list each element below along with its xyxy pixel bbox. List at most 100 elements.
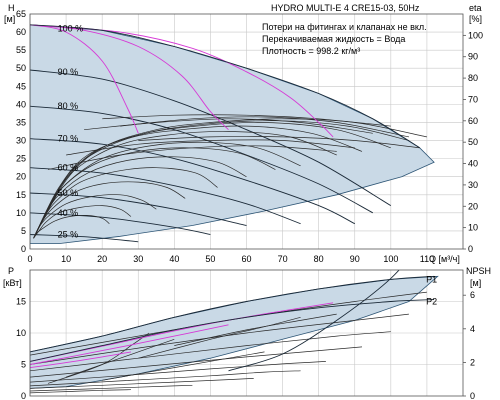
qh-y2-tick-label: 10 (468, 223, 478, 233)
power-y-tick-label: 5 (21, 360, 26, 370)
qh-efficiency-curve-15 (84, 118, 373, 134)
qh-x-tick-label: 60 (241, 254, 251, 264)
qh-y-tick-label: 10 (16, 208, 26, 218)
qh-y2label-line-2: [%] (469, 14, 482, 24)
power-max-speed-curve-2 (30, 302, 334, 362)
chart-title: HYDRO MULTI-E 4 CRE15-03, 50Hz (271, 3, 420, 13)
qh-efficiency-curve-16 (66, 139, 355, 156)
qh-y-tick-label: 5 (21, 226, 26, 236)
qh-y-tick-label: 60 (16, 27, 26, 37)
qh-y-tick-label: 45 (16, 81, 26, 91)
qh-y2-tick-label: 100 (468, 30, 483, 40)
qh-y-tick-label: 0 (21, 244, 26, 254)
qh-speed-curve-3 (30, 167, 301, 225)
qh-efficiency-curve-4 (33, 131, 337, 239)
qh-y-tick-label: 15 (16, 190, 26, 200)
power-max-speed-curve-1 (30, 324, 229, 365)
qh-y2-tick-label: 90 (468, 52, 478, 62)
power-y-tick-label: 10 (16, 328, 26, 338)
qh-speed-label-2: 80 % (58, 101, 79, 111)
power-curve-2 (30, 331, 391, 372)
qh-efficiency-curve-13 (102, 114, 391, 127)
qh-speed-curve-1 (30, 105, 374, 214)
power-curve-13 (102, 351, 265, 381)
qh-speed-label-1: 90 % (58, 67, 79, 77)
power-curve-7 (30, 384, 193, 392)
qh-speed-label-7: 25 % (58, 230, 79, 240)
power-curve-3 (30, 346, 363, 378)
power-y2label-line-2: [м] (470, 278, 481, 288)
qh-x-tick-label: 110 (420, 254, 434, 264)
qh-ylabel-line-2: [м] (4, 14, 15, 24)
qh-max-speed-curve-2 (30, 24, 334, 138)
qh-y-tick-label: 50 (16, 63, 26, 73)
power-ylabel-line-2: [кВт] (3, 278, 22, 288)
qh-x-tick-label: 90 (350, 254, 360, 264)
qh-plot-area: 100 % 90 % 80 % 70 % 60 % 50 % 40 % 25 % (30, 23, 435, 244)
power-curve-label-p2: P2 (426, 297, 437, 307)
qh-xlabel: Q [м³/ч] (429, 254, 460, 264)
qh-full-speed-curve (30, 24, 420, 149)
qh-x-tick-label: 100 (383, 254, 398, 264)
qh-speed-curve-4 (30, 192, 247, 226)
power-plot-frame (29, 269, 464, 397)
power-curve-label-p1: P1 (426, 275, 437, 285)
power-y2-tick-label: 6 (470, 290, 475, 300)
qh-speed-curve-6 (30, 234, 139, 243)
qh-y2-tick-label: 80 (468, 73, 478, 83)
qh-axis-ticks: 0 10 20 30 40 50 60 70 80 90 100 110051015202530354… (16, 9, 483, 264)
power-curve-4 (30, 361, 326, 383)
qh-speed-label-6: 40 % (58, 208, 79, 218)
power-curve-12 (174, 313, 337, 346)
qh-speed-curve-2 (30, 138, 355, 225)
qh-x-tick-label: 40 (169, 254, 179, 264)
info-line-density: Плотность = 998.2 кг/м³ (262, 46, 360, 56)
qh-y2label-line-1: eta (469, 3, 482, 13)
qh-x-tick-label: 70 (278, 254, 288, 264)
power-y-tick-label: 0 (21, 391, 26, 400)
qh-efficiency-curve-14 (120, 116, 409, 138)
qh-efficiency-curve-10 (33, 194, 157, 239)
qh-speed-label-3: 70 % (58, 134, 79, 144)
qh-x-tick-label: 10 (61, 254, 71, 264)
qh-ylabel-line-1: H (8, 3, 15, 13)
qh-max-speed-curve-0 (30, 24, 139, 134)
qh-speed-label-4: 60 % (58, 163, 79, 173)
power-p1-curve (30, 275, 435, 353)
power-ylabel-line-1: P (8, 266, 14, 276)
qh-y-tick-label: 30 (16, 136, 26, 146)
power-y2-tick-label: 4 (470, 324, 475, 334)
info-line-liquid: Перекачиваемая жидкость = Вода (262, 34, 405, 44)
power-y2-tick-label: 0 (470, 391, 475, 400)
info-line-fittings: Потери на фитингах и клапанах не вкл. (262, 22, 427, 32)
power-curve-1 (30, 313, 409, 365)
power-y-tick-label: 15 (16, 297, 26, 307)
qh-y2-tick-label: 50 (468, 137, 478, 147)
qh-y-tick-label: 40 (16, 99, 26, 109)
qh-y-tick-label: 65 (16, 9, 26, 19)
qh-speed-label-0: 100 % (58, 23, 84, 33)
qh-x-tick-label: 0 (27, 254, 32, 264)
qh-x-tick-label: 50 (205, 254, 215, 264)
qh-y2-tick-label: 60 (468, 116, 478, 126)
qh-max-speed-curve-1 (30, 24, 229, 131)
qh-efficiency-curve-2 (33, 122, 391, 239)
qh-y-tick-label: 55 (16, 45, 26, 55)
qh-efficiency-curve-17 (138, 136, 420, 149)
qh-speed-curve-5 (30, 212, 211, 235)
qh-plot-frame (29, 13, 464, 250)
qh-x-tick-label: 20 (97, 254, 107, 264)
power-p2-curve (30, 299, 435, 362)
qh-efficiency-curve-8 (33, 167, 218, 239)
qh-efficiency-curve-18 (47, 145, 337, 170)
qh-y-tick-label: 25 (16, 154, 26, 164)
npsh-curve (228, 270, 400, 372)
power-axis-ticks: 0 5 10 15 0 2 4 6 (16, 290, 475, 400)
qh-operating-envelope (30, 24, 435, 244)
power-max-speed-curve-0 (30, 351, 132, 369)
qh-efficiency-curve-12 (33, 214, 110, 239)
power-curve-8 (30, 389, 132, 394)
qh-y2-tick-label: 40 (468, 159, 478, 169)
power-curve-6 (30, 378, 254, 389)
